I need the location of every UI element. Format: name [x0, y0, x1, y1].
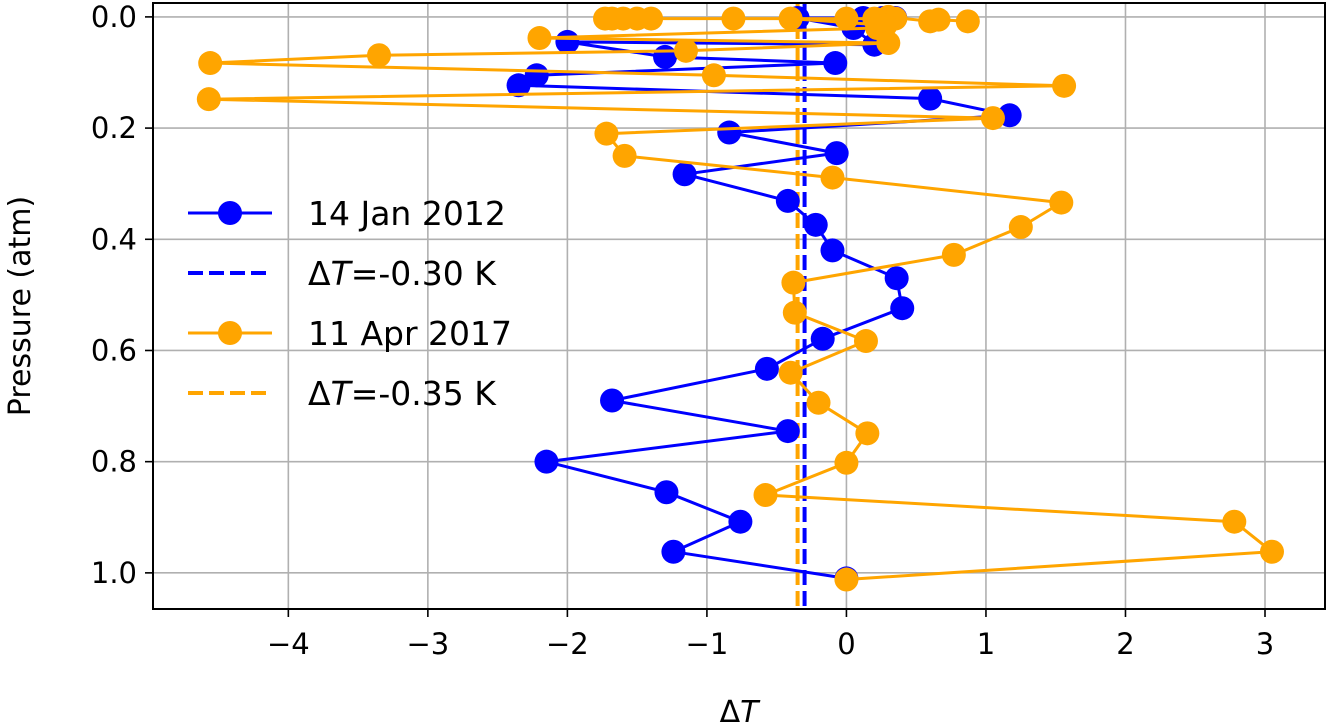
data-point [782, 300, 807, 325]
data-point [593, 6, 618, 31]
x-tick-label: 3 [1256, 627, 1274, 661]
data-point [527, 26, 552, 51]
data-point [918, 9, 943, 34]
y-tick-label: 0.2 [91, 111, 137, 145]
data-point [1049, 190, 1074, 215]
legend-entry: 14 Jan 2012 [188, 194, 506, 233]
data-point [775, 188, 800, 213]
data-point [778, 360, 803, 385]
data-point [884, 266, 909, 291]
legend: 14 Jan 2012 ΔT=-0.30 K 11 Apr 2017 ΔT=-0.35… [188, 194, 512, 413]
legend-marker [218, 321, 242, 345]
data-point [672, 162, 697, 187]
x-axis-ticks: −4 −3 −2 −1 0 1 2 3 [267, 609, 1274, 661]
x-tick-label: 0 [837, 627, 855, 661]
data-point [834, 567, 859, 592]
y-tick-label: 0.6 [91, 333, 137, 367]
series-group [196, 4, 1284, 592]
legend-entry: ΔT=-0.35 K [188, 374, 497, 413]
series-line [207, 15, 1274, 581]
data-point [853, 329, 878, 354]
data-point [673, 38, 698, 63]
data-point [600, 388, 625, 413]
legend-entry: 11 Apr 2017 [188, 314, 512, 353]
x-tick-label: 2 [1116, 627, 1134, 661]
data-point [778, 6, 803, 31]
y-axis-ticks: 0.0 0.2 0.4 0.6 0.8 1.0 [91, 0, 153, 590]
data-point [781, 270, 806, 295]
legend-entry: ΔT=-0.30 K [188, 254, 497, 293]
x-tick-label: 1 [977, 627, 995, 661]
data-point [198, 51, 223, 76]
data-point [717, 120, 742, 145]
y-tick-label: 0.8 [91, 445, 137, 479]
data-point [1008, 215, 1033, 240]
data-point [701, 63, 726, 88]
data-point [612, 143, 637, 168]
y-axis-label: Pressure (atm) [3, 196, 38, 416]
data-point [534, 449, 559, 474]
data-point [803, 212, 828, 237]
data-point [820, 238, 845, 263]
data-point [721, 6, 746, 31]
data-point [1259, 539, 1284, 564]
data-point [524, 63, 549, 88]
series-layer [196, 4, 1284, 592]
data-point [810, 326, 835, 351]
legend-label: ΔT=-0.30 K [308, 254, 497, 293]
data-point [918, 86, 943, 111]
legend-label: 14 Jan 2012 [308, 194, 506, 233]
x-tick-label: −1 [686, 627, 729, 661]
x-tick-label: −3 [406, 627, 449, 661]
data-point [955, 9, 980, 34]
data-point [653, 44, 678, 69]
legend-marker [218, 201, 242, 225]
data-point [753, 483, 778, 508]
y-tick-label: 1.0 [91, 556, 137, 590]
plot-area-frame [152, 2, 1326, 610]
data-point [367, 43, 392, 68]
data-point [824, 141, 849, 166]
x-tick-label: −2 [546, 627, 589, 661]
data-point [728, 509, 753, 534]
data-point [506, 73, 531, 98]
data-point [775, 419, 800, 444]
y-tick-label: 0.4 [91, 222, 137, 256]
data-point [834, 450, 859, 475]
data-point [941, 242, 966, 267]
x-tick-label: −4 [267, 627, 310, 661]
data-point [890, 296, 915, 321]
data-point [555, 29, 580, 54]
data-point [980, 106, 1005, 131]
data-point [855, 421, 880, 446]
data-point [876, 31, 901, 56]
data-point [196, 87, 221, 112]
x-axis-label: ΔT [720, 695, 762, 727]
data-point [823, 51, 848, 76]
data-point [594, 121, 619, 146]
y-tick-label: 0.0 [91, 0, 137, 34]
legend-label: 11 Apr 2017 [308, 314, 512, 353]
data-point [754, 356, 779, 381]
data-point [806, 390, 831, 415]
data-point [661, 539, 686, 564]
data-point [820, 165, 845, 190]
data-point [834, 6, 859, 31]
data-point [1222, 509, 1247, 534]
grid-lines [153, 3, 1325, 609]
data-point [654, 480, 679, 505]
legend-label: ΔT=-0.35 K [308, 374, 497, 413]
data-point [1052, 73, 1077, 98]
